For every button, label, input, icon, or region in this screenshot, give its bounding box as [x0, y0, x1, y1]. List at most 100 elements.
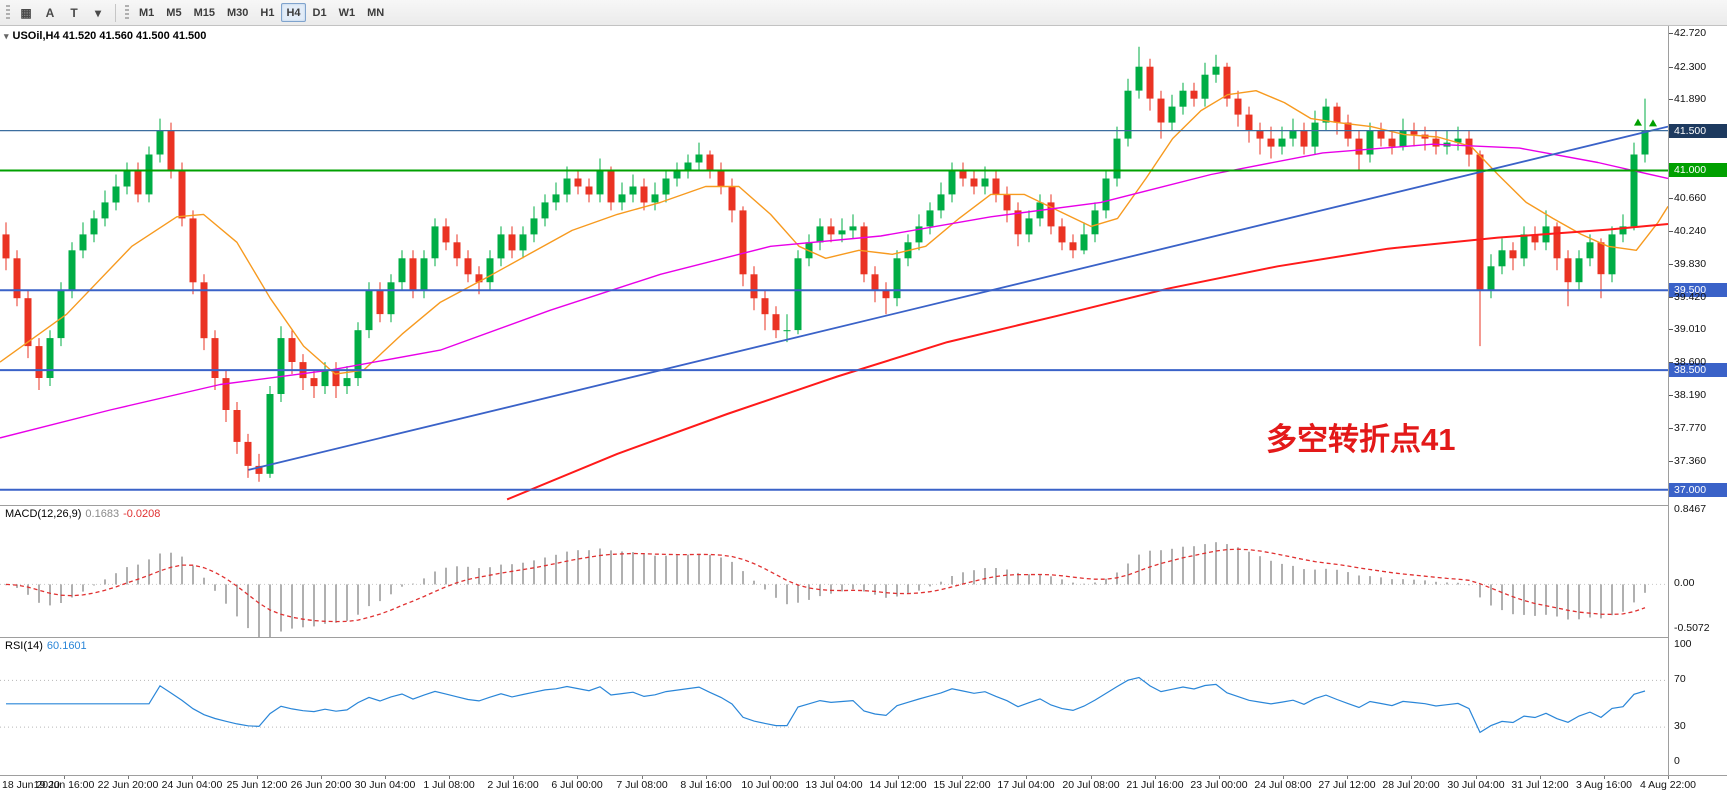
timeframe-button-m15[interactable]: M15 [189, 3, 220, 22]
macd-label: MACD(12,26,9) 0.1683 -0.0208 [5, 508, 160, 520]
candle-body [1113, 138, 1121, 179]
rsi-chart[interactable] [0, 638, 1668, 775]
macd-main-value: 0.1683 [85, 508, 120, 520]
timeframe-button-d1[interactable]: D1 [308, 3, 332, 22]
timeframe-button-m1[interactable]: M1 [134, 3, 159, 22]
price-axis-tick: 42.720 [1674, 27, 1707, 39]
candle-body [222, 378, 230, 410]
time-axis-label: 27 Jul 12:00 [1318, 779, 1376, 791]
candle-body [1135, 66, 1143, 91]
candle-body [530, 218, 538, 235]
candle-body [838, 230, 846, 235]
candle-body [101, 202, 109, 219]
price-axis-tick: 39.010 [1674, 323, 1707, 335]
rsi-axis-label: 70 [1674, 673, 1686, 685]
candle-body [959, 170, 967, 179]
candle-body [68, 250, 76, 291]
time-axis-tick [962, 776, 963, 779]
candle-body [1058, 226, 1066, 243]
candle-body [717, 170, 725, 187]
time-axis-tick [1026, 776, 1027, 779]
candle-body [607, 170, 615, 203]
toolbar-grip[interactable] [125, 4, 129, 21]
candle-body [1300, 130, 1308, 147]
price-chart[interactable] [0, 26, 1668, 505]
text-icon[interactable]: T [70, 5, 78, 20]
candle-body [893, 258, 901, 299]
candle-body [783, 330, 791, 332]
candle-body [79, 234, 87, 251]
candle-body [431, 226, 439, 259]
ma-slow-red[interactable] [506, 223, 1668, 501]
macd-signal-line [5, 548, 1646, 623]
time-axis-tick [513, 776, 514, 779]
candle-body [1630, 154, 1638, 227]
candle-body [1069, 242, 1077, 251]
toolbar-grip[interactable] [6, 4, 10, 21]
time-axis-label: 2 Jul 16:00 [487, 779, 539, 791]
rsi-panel[interactable] [0, 637, 1727, 775]
time-axis-tick [385, 776, 386, 779]
timeframe-button-w1[interactable]: W1 [334, 3, 361, 22]
cursor-icon[interactable]: A [45, 5, 55, 20]
candle-body [1311, 122, 1319, 147]
time-axis[interactable]: 18 Jun 2020 19 Jun 16:00 22 Jun 20:00 24 Ju… [0, 775, 1727, 794]
candle-body [871, 274, 879, 291]
candle-body [948, 170, 956, 195]
candle-body [640, 186, 648, 203]
timeframe-button-m5[interactable]: M5 [161, 3, 186, 22]
price-axis-tick: 40.660 [1674, 192, 1707, 204]
candle-body [882, 290, 890, 299]
candle-body [134, 170, 142, 195]
chart-icon[interactable]: ▦ [20, 5, 32, 20]
chart-annotation[interactable]: 多空转折点41 [1266, 422, 1456, 457]
time-axis-tick [1411, 776, 1412, 779]
candle-body [255, 465, 263, 474]
price-chart-panel[interactable] [0, 26, 1727, 505]
candle-body [189, 218, 197, 283]
candle-body [24, 298, 32, 347]
candle-body [794, 258, 802, 331]
up-arrow-marker[interactable] [1648, 119, 1657, 127]
price-axis-tick: 39.830 [1674, 258, 1707, 270]
timeframe-button-h4[interactable]: H4 [281, 3, 306, 22]
price-axis-tick: 41.890 [1674, 93, 1707, 105]
ma-mid-magenta[interactable] [0, 143, 1668, 439]
candle-body [618, 194, 626, 203]
macd-panel[interactable] [0, 505, 1727, 637]
time-axis-tick [1476, 776, 1477, 779]
time-axis-tick [898, 776, 899, 779]
rsi-name: RSI(14) [5, 640, 43, 652]
candle-body [1102, 178, 1110, 211]
ascending-trendline[interactable] [248, 125, 1669, 471]
candle-body [1586, 242, 1594, 259]
indicator-dropdown-icon[interactable]: ▾ [94, 5, 102, 20]
up-arrow-marker[interactable] [1633, 118, 1642, 126]
time-axis-tick [1155, 776, 1156, 779]
chart-collapse-icon[interactable]: ▾ [4, 30, 9, 41]
candle-body [915, 226, 923, 243]
candle-body [156, 130, 164, 155]
time-axis-label: 23 Jul 00:00 [1190, 779, 1248, 791]
candle-body [629, 186, 637, 195]
axis-tick-dash [1669, 67, 1673, 68]
price-axis-tick: 42.300 [1674, 61, 1707, 73]
macd-chart[interactable] [0, 506, 1668, 637]
timeframe-button-mn[interactable]: MN [362, 3, 389, 22]
candle-body [211, 338, 219, 378]
candle-body [772, 314, 780, 331]
candle-body [1388, 138, 1396, 147]
candle-body [1531, 234, 1539, 243]
price-axis[interactable]: 41.500 41.000 39.500 38.500 37.000 42.720 42.3… [1668, 26, 1727, 775]
timeframe-button-m30[interactable]: M30 [222, 3, 253, 22]
candle-body [651, 194, 659, 203]
candle-body [57, 290, 65, 339]
candle-body [684, 162, 692, 171]
time-axis-tick [257, 776, 258, 779]
timeframe-button-h1[interactable]: H1 [255, 3, 279, 22]
time-axis-tick [642, 776, 643, 779]
time-axis-tick [834, 776, 835, 779]
ma-fast-orange[interactable] [0, 89, 1668, 375]
candle-body [1366, 130, 1374, 155]
candle-body [1564, 258, 1572, 283]
